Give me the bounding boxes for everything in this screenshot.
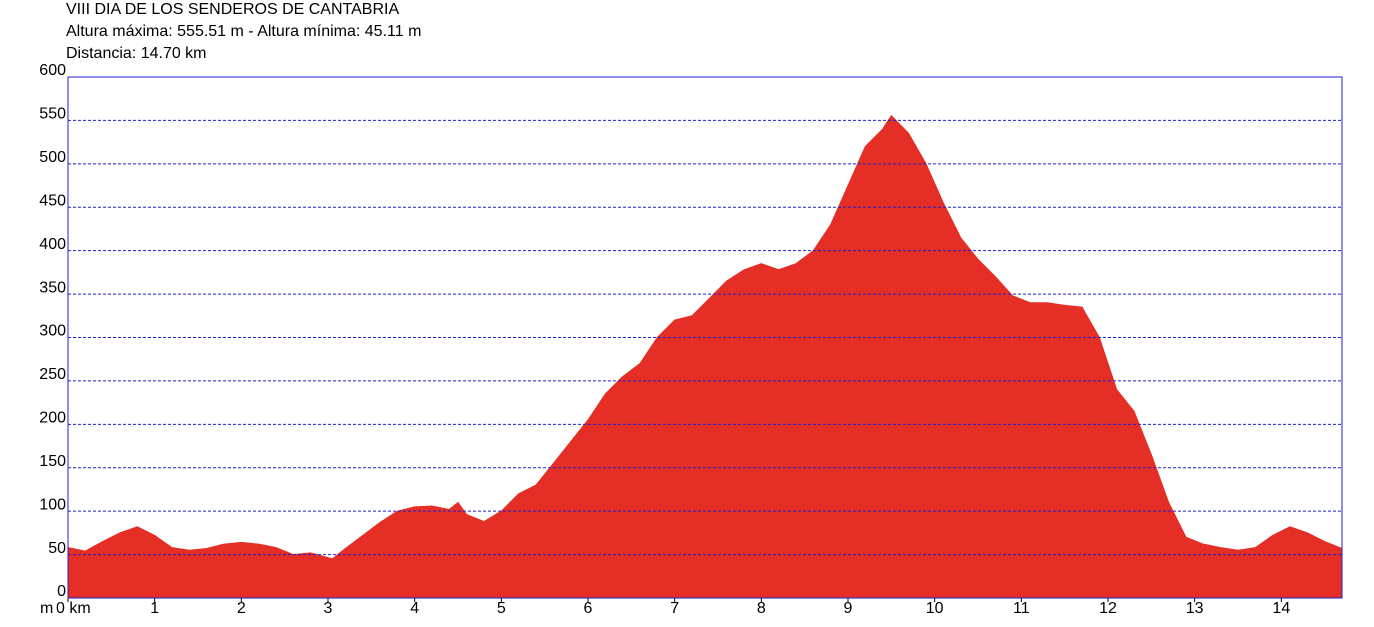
x-tick-label: 5 xyxy=(497,600,506,617)
y-tick-label: 350 xyxy=(39,279,66,296)
y-tick-label: 300 xyxy=(39,323,66,340)
y-tick-label: 100 xyxy=(39,496,66,513)
elevation-area xyxy=(67,114,1343,599)
chart-subtitle: Altura máxima: 555.51 m - Altura mínima:… xyxy=(66,23,421,40)
x-tick-label: 11 xyxy=(1013,600,1030,617)
x-tick-label: 4 xyxy=(410,600,419,617)
x-tick-label: 0 km xyxy=(56,600,91,617)
y-tick-label: 50 xyxy=(48,540,66,557)
x-tick-label: 2 xyxy=(237,600,246,617)
y-tick-label: 550 xyxy=(39,106,66,123)
x-tick-label: 6 xyxy=(584,600,593,617)
plot-border xyxy=(67,76,1343,599)
y-tick-label: 500 xyxy=(39,149,66,166)
x-tick-label: 10 xyxy=(926,600,944,617)
x-tick-label: 12 xyxy=(1099,600,1117,617)
x-tick-label: 8 xyxy=(757,600,766,617)
y-tick-label: 0 xyxy=(57,583,66,600)
chart-subtitle: Distancia: 14.70 km xyxy=(66,45,207,62)
x-tick-label: 9 xyxy=(844,600,853,617)
y-axis-unit: m xyxy=(40,600,53,617)
y-tick-label: 200 xyxy=(39,410,66,427)
x-tick-label: 14 xyxy=(1272,600,1290,617)
x-tick-label: 1 xyxy=(150,600,159,617)
y-tick-label: 400 xyxy=(39,236,66,253)
y-tick-label: 600 xyxy=(39,62,66,79)
y-tick-label: 450 xyxy=(39,192,66,209)
chart-title: VIII DIA DE LOS SENDEROS DE CANTABRIA xyxy=(66,1,399,18)
x-tick-label: 3 xyxy=(324,600,333,617)
y-tick-label: 150 xyxy=(39,453,66,470)
y-tick-label: 250 xyxy=(39,366,66,383)
x-tick-label: 13 xyxy=(1186,600,1204,617)
x-tick-label: 7 xyxy=(670,600,679,617)
